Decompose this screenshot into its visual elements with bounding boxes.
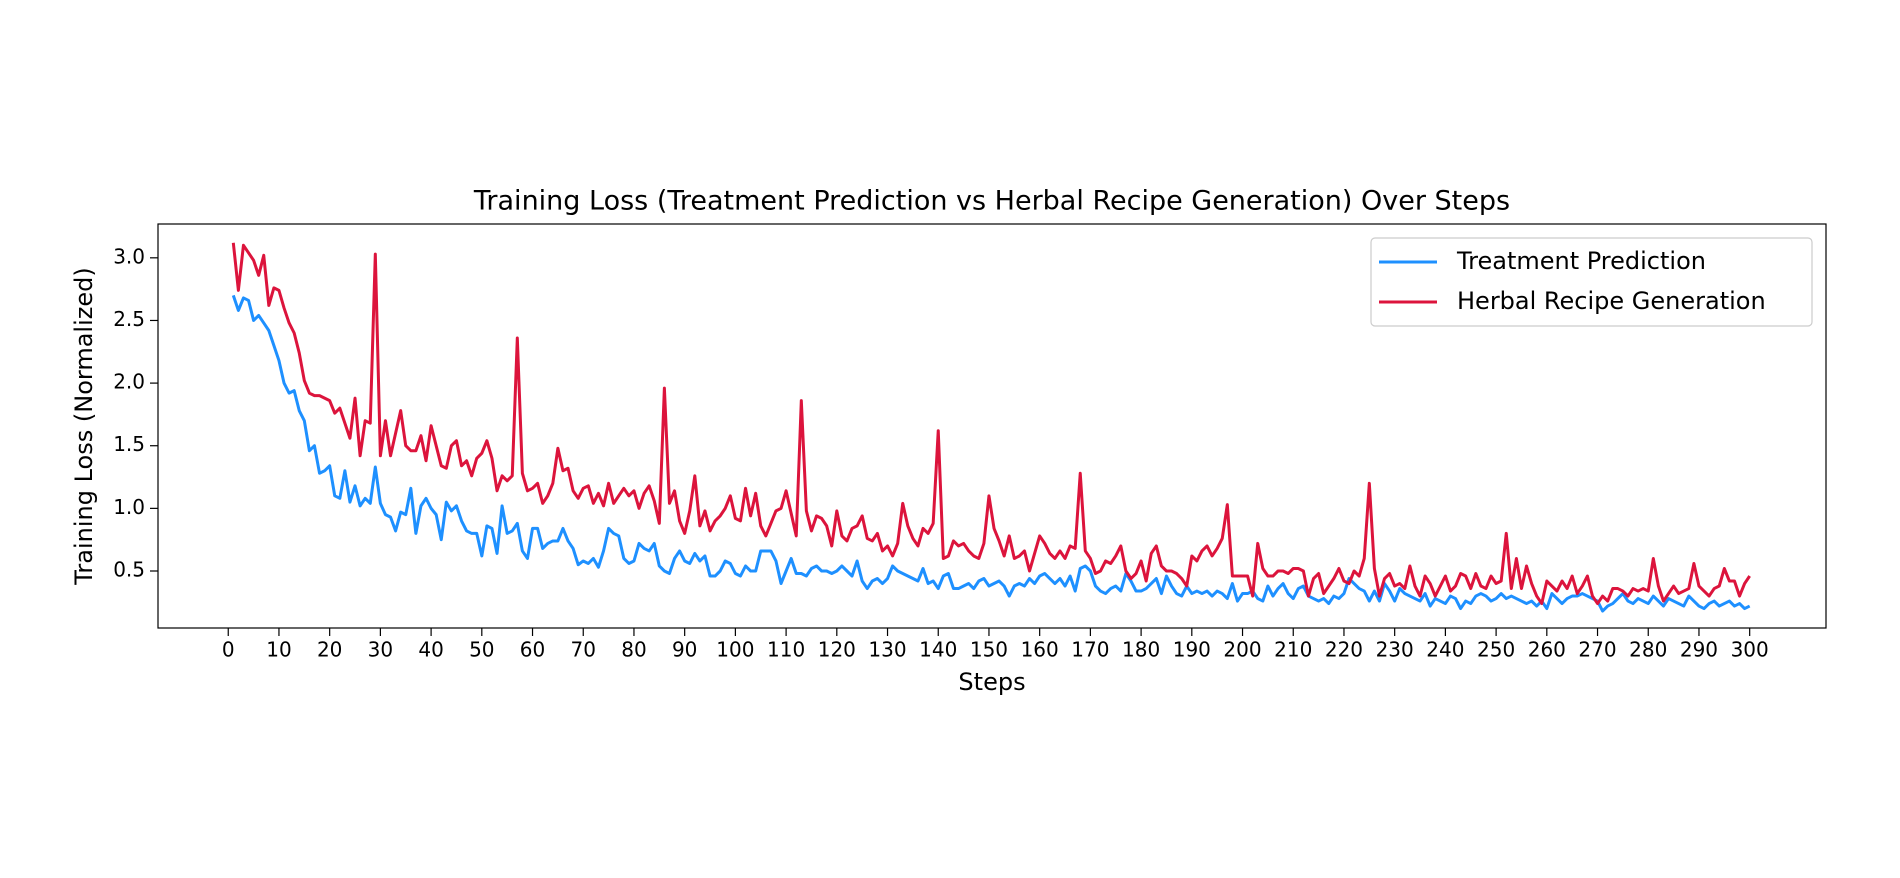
x-tick-label: 130	[868, 638, 906, 662]
x-tick-label: 20	[317, 638, 342, 662]
y-axis-label: Training Loss (Normalized)	[70, 267, 98, 585]
x-tick-label: 50	[469, 638, 494, 662]
x-tick-label: 180	[1122, 638, 1160, 662]
x-tick-label: 150	[970, 638, 1008, 662]
x-tick-label: 40	[418, 638, 443, 662]
x-tick-label: 80	[621, 638, 646, 662]
y-tick-label: 2.0	[113, 370, 145, 394]
x-tick-label: 280	[1629, 638, 1667, 662]
x-tick-label: 160	[1021, 638, 1059, 662]
x-tick-label: 110	[767, 638, 805, 662]
y-tick-label: 1.5	[113, 432, 145, 456]
y-tick-label: 2.5	[113, 307, 145, 331]
y-tick-label: 1.0	[113, 495, 145, 519]
chart-title: Training Loss (Treatment Prediction vs H…	[473, 186, 1510, 217]
x-tick-label: 230	[1376, 638, 1414, 662]
x-tick-label: 290	[1680, 638, 1718, 662]
x-tick-label: 210	[1274, 638, 1312, 662]
x-tick-label: 90	[672, 638, 697, 662]
y-tick-label: 0.5	[113, 558, 145, 582]
x-tick-label: 60	[520, 638, 545, 662]
legend-box	[1370, 237, 1813, 327]
x-tick-label: 240	[1426, 638, 1464, 662]
x-tick-label: 190	[1173, 638, 1211, 662]
x-tick-label: 170	[1071, 638, 1109, 662]
x-tick-label: 30	[368, 638, 393, 662]
x-tick-label: 200	[1223, 638, 1261, 662]
x-axis-label: Steps	[958, 668, 1025, 696]
series-line	[231, 242, 1751, 606]
x-tick-label: 300	[1731, 638, 1769, 662]
legend-label: Herbal Recipe Generation	[1457, 287, 1766, 315]
x-tick-label: 70	[571, 638, 596, 662]
x-tick-label: 260	[1528, 638, 1566, 662]
x-tick-label: 250	[1477, 638, 1515, 662]
x-tick-label: 220	[1325, 638, 1363, 662]
plot-frame	[157, 223, 1827, 629]
x-tick-label: 140	[919, 638, 957, 662]
x-tick-label: 270	[1578, 638, 1616, 662]
legend-label: Treatment Prediction	[1456, 247, 1706, 275]
series-line	[231, 294, 1751, 613]
x-tick-label: 100	[716, 638, 754, 662]
x-tick-label: 120	[818, 638, 856, 662]
x-tick-label: 10	[266, 638, 291, 662]
x-tick-label: 0	[222, 638, 235, 662]
y-tick-label: 3.0	[113, 244, 145, 268]
